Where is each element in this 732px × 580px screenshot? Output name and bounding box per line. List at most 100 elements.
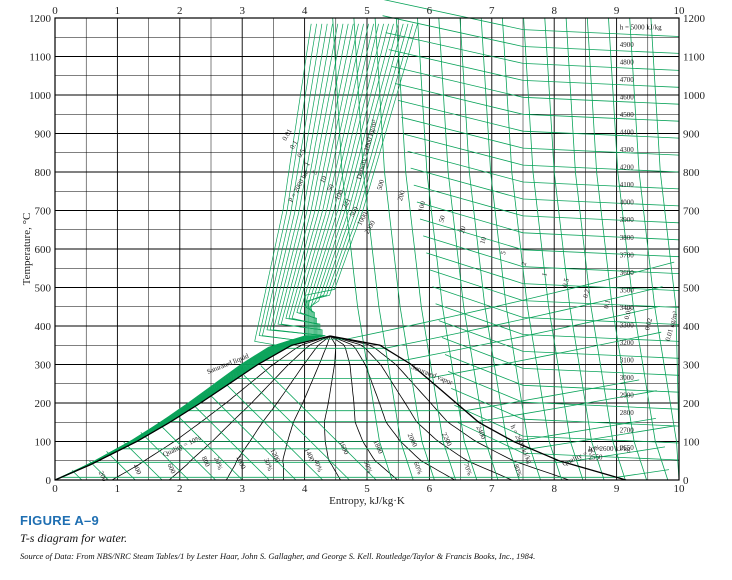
x-tick-top: 3: [239, 5, 245, 17]
quality-label: 30%: [262, 457, 274, 472]
isenthalp-line: [410, 167, 680, 207]
isobar-label: 50: [326, 183, 337, 193]
isochore-line: [395, 17, 456, 481]
liquid-enthalpy-label: 200: [97, 470, 109, 483]
enthalpy-line: [174, 413, 243, 481]
quality-label: 70%: [462, 462, 474, 477]
isenthalp-label: 4800: [620, 59, 635, 67]
isenthalp-label: 3400: [620, 304, 635, 312]
quality-label: 20%: [212, 456, 224, 471]
quality-line: [330, 335, 512, 481]
x-tick-top: 9: [614, 5, 620, 17]
x-tick-top: 8: [551, 5, 557, 17]
density-label: 20: [458, 225, 468, 234]
isobar-label: 0.1: [288, 139, 300, 151]
quality-line: [111, 335, 331, 481]
isobar-line: [54, 23, 344, 481]
quality-line: [168, 335, 331, 481]
quality-label: 50%: [362, 459, 374, 474]
figure-subtitle: T-s diagram for water.: [20, 531, 128, 545]
isobar-line: [54, 379, 640, 481]
x-tick-bottom: 8: [551, 483, 557, 495]
isobar-line: [54, 23, 394, 481]
isobar-line: [54, 23, 418, 481]
x-tick-bottom: 7: [489, 483, 495, 495]
isobar-line: [54, 23, 364, 481]
isobar-line: [54, 23, 414, 481]
isobar-line: [54, 23, 328, 481]
isenthalp-line: [413, 184, 680, 224]
liquid-enthalpy-label: 1600: [337, 440, 350, 457]
y-tick-right: 300: [683, 360, 700, 372]
liquid-enthalpy-label: 800: [200, 455, 212, 468]
quality-line: [329, 335, 398, 481]
y-tick-left: 0: [46, 475, 52, 487]
density-label: 100: [417, 200, 428, 213]
y-tick-right: 0: [683, 475, 689, 487]
isochore-line: [353, 17, 414, 481]
density-label: 200: [396, 189, 407, 202]
isenthalp-label: 3500: [620, 286, 635, 294]
x-tick-bottom: 5: [364, 483, 370, 495]
x-tick-bottom: 3: [239, 483, 245, 495]
isenthalp-line: [401, 116, 680, 156]
isochore-line: [438, 17, 499, 481]
x-tick-bottom: 1: [115, 483, 121, 495]
isenthalp-line: [391, 66, 680, 105]
isenthalp-line: [395, 83, 680, 122]
isenthalp-line: [382, 15, 680, 54]
isobar-line: [54, 306, 660, 481]
y-tick-right: 700: [683, 206, 700, 218]
isobar-line: [54, 23, 359, 481]
enthalpy-line: [106, 451, 136, 481]
isochore-line: [544, 17, 605, 481]
y-tick-left: 600: [35, 244, 52, 256]
y-tick-left: 400: [35, 321, 52, 333]
y-tick-right: 800: [683, 167, 700, 179]
isenthalp-label: 4600: [620, 94, 635, 102]
isobar-line: [54, 23, 339, 481]
isenthalp-line: [398, 100, 680, 139]
enthalpy-line: [209, 393, 297, 481]
isobar-label: 0.5: [296, 147, 308, 159]
y-tick-right: 400: [683, 321, 700, 333]
saturated-liquid-line: [54, 335, 331, 481]
y-tick-left: 700: [35, 206, 52, 218]
density-label: 2: [520, 261, 529, 267]
saturated-vapor-line: [330, 335, 627, 481]
isenthalp-line: [383, 0, 680, 37]
y-tick-right: 1000: [683, 90, 706, 102]
isenthalp-line: [388, 49, 680, 88]
isenthalp-label: 4200: [620, 164, 635, 172]
isenthalp-label: 3800: [620, 234, 635, 242]
x-tick-bottom: 10: [674, 483, 686, 495]
isenthalp-label: 4400: [620, 129, 635, 137]
enthalpy-line: [192, 403, 270, 481]
y-tick-left: 900: [35, 129, 52, 141]
quality-label: 60%: [412, 461, 424, 476]
x-tick-top: 6: [427, 5, 433, 17]
x-tick-top: 2: [177, 5, 183, 17]
isobar-label: 5: [311, 169, 320, 176]
plot-frame: [54, 17, 680, 481]
x-tick-bottom: 2: [177, 483, 183, 495]
x-tick-bottom: 0: [52, 483, 58, 495]
isenthalp-line: [416, 201, 680, 241]
isenthalp-line: [407, 150, 680, 190]
isochore-line: [374, 17, 435, 481]
isobar-line: [54, 23, 333, 481]
enthalpy-line: [226, 384, 323, 481]
isenthalp-label: h = 2600 kJ/kg: [589, 445, 631, 453]
isenthalp-label: 3700: [620, 251, 635, 259]
isochore-line: [523, 17, 584, 481]
isenthalp-label: 3100: [620, 356, 635, 364]
liquid-enthalpy-label: 2200: [440, 431, 453, 448]
enthalpy-line: [157, 422, 216, 481]
isenthalp-label: 2800: [620, 409, 635, 417]
quality-line: [330, 335, 570, 481]
x-tick-top: 10: [674, 5, 686, 17]
isenthalp-label: 2550: [589, 454, 604, 462]
quality-label: 80%: [512, 463, 524, 478]
y-tick-right: 900: [683, 129, 700, 141]
y-tick-left: 300: [35, 360, 52, 372]
